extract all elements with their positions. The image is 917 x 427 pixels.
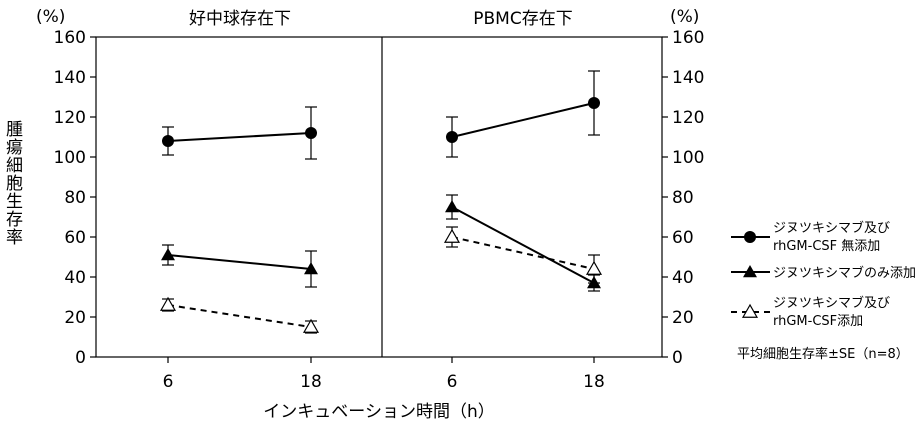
- circle-marker: [162, 135, 174, 147]
- legend-label: ジヌツキシマブ及び: [773, 220, 890, 236]
- triangle-marker: [161, 248, 175, 261]
- left-tick-label: 0: [75, 348, 86, 368]
- right-tick-label: 0: [672, 348, 683, 368]
- footnote: 平均細胞生存率±SE（n=8）: [737, 346, 909, 362]
- circle-marker: [744, 231, 756, 243]
- series-line: [451, 102, 595, 138]
- series-both: [443, 226, 603, 284]
- open-triangle-marker: [302, 318, 320, 333]
- right-tick-label: 120: [672, 108, 704, 128]
- right-tick-label: 140: [672, 68, 704, 88]
- right-tick-label: 80: [672, 188, 694, 208]
- legend-item-none: ジヌツキシマブ及び rhGM-CSF 無添加: [731, 220, 890, 254]
- plot-frame: [95, 36, 663, 358]
- series-line: [167, 132, 312, 142]
- series-dinu: [161, 244, 318, 288]
- panel-titles: 好中球存在下 PBMC存在下: [189, 9, 573, 29]
- series-dinu: [445, 194, 601, 292]
- left-tick-label: 160: [54, 28, 86, 48]
- left-tick-label: 40: [64, 268, 86, 288]
- series-both: [159, 296, 320, 334]
- left-tick-label: 60: [64, 228, 86, 248]
- series-line: [167, 254, 312, 270]
- series-none: [162, 106, 317, 160]
- open-triangle-marker: [585, 260, 603, 275]
- circle-marker: [446, 131, 458, 143]
- series-line: [451, 236, 595, 270]
- right-tick-label: 40: [672, 268, 694, 288]
- left-tick-label: 20: [64, 308, 86, 328]
- left-tick-label: 120: [54, 108, 86, 128]
- right-tick-label: 60: [672, 228, 694, 248]
- open-triangle-marker: [741, 303, 759, 318]
- x-tick-label: 6: [163, 372, 174, 392]
- circle-marker: [305, 127, 317, 139]
- panel-title: PBMC存在下: [473, 9, 572, 29]
- open-triangle-marker: [443, 228, 461, 243]
- y-axis-label: 腫瘍細胞生存率: [2, 120, 23, 246]
- legend-label: ジヌツキシマブのみ添加: [773, 265, 916, 281]
- y-unit-left: (%): [36, 7, 65, 27]
- plot-border: [95, 36, 663, 358]
- right-tick-label: 20: [672, 308, 694, 328]
- x-axis-label: インキュベーション時間（h）: [263, 402, 494, 422]
- series-line: [451, 206, 595, 284]
- y-unit-right: (%): [670, 7, 699, 27]
- series-line: [167, 304, 312, 328]
- legend-label: ジヌツキシマブ及び: [773, 295, 890, 311]
- axis-ticks: 0 0 20 20 40 40 60 60 80 80 100 100 120 120 140 140 160 1…: [2, 7, 704, 422]
- right-tick-label: 160: [672, 28, 704, 48]
- x-tick-label: 6: [447, 372, 458, 392]
- legend-label: rhGM-CSF添加: [773, 314, 863, 329]
- left-tick-label: 80: [64, 188, 86, 208]
- legend-label: rhGM-CSF 無添加: [773, 239, 880, 254]
- panel-title: 好中球存在下: [189, 9, 291, 29]
- left-tick-label: 100: [54, 148, 86, 168]
- open-triangle-marker: [159, 296, 177, 311]
- right-tick-label: 100: [672, 148, 704, 168]
- circle-marker: [588, 97, 600, 109]
- triangle-marker: [445, 200, 459, 213]
- triangle-marker: [743, 265, 757, 278]
- legend-item-both: ジヌツキシマブ及び rhGM-CSF添加: [731, 295, 890, 329]
- series-layer: [159, 70, 603, 334]
- x-tick-label: 18: [583, 372, 605, 392]
- legend-item-dinu: ジヌツキシマブのみ添加: [731, 265, 916, 281]
- left-tick-label: 140: [54, 68, 86, 88]
- series-none: [446, 70, 600, 158]
- x-tick-label: 18: [300, 372, 322, 392]
- triangle-marker: [304, 262, 318, 275]
